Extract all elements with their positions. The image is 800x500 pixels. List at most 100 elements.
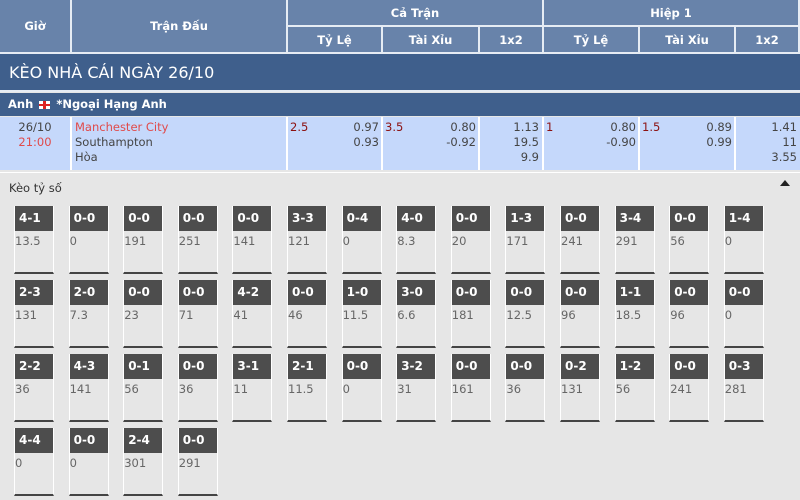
score-odds: 11	[233, 382, 249, 396]
league-row[interactable]: Anh *Ngoại Hạng Anh	[0, 93, 800, 116]
score-card[interactable]: 2-3 131	[14, 280, 54, 348]
score-label: 0-0	[670, 280, 709, 305]
score-card[interactable]: 0-0 161	[450, 354, 491, 422]
ft-handicap[interactable]: 2.5 0.97 0.93	[288, 117, 383, 170]
score-card[interactable]: 1-2 56	[614, 354, 655, 422]
ft-hdp-away[interactable]: 0.93	[353, 135, 379, 149]
collapse-arrow-icon[interactable]	[780, 180, 790, 186]
score-card[interactable]: 0-0 0	[68, 206, 109, 274]
score-odds: 11.5	[288, 382, 314, 396]
score-card[interactable]: 3-4 291	[614, 206, 655, 274]
h1-hdp-away[interactable]: -0.90	[606, 135, 636, 149]
score-label: 0-0	[451, 206, 490, 231]
match-date: 26/10	[18, 120, 52, 134]
ft-hdp-line: 2.5	[290, 120, 309, 134]
h1-1x2[interactable]: 1.41 11 3.55	[736, 117, 800, 170]
score-odds: 46	[288, 308, 303, 322]
ft-1x2-home[interactable]: 1.13	[513, 120, 539, 134]
score-card[interactable]: 0-4 0	[341, 206, 382, 274]
score-card[interactable]: 3-0 6.6	[396, 280, 437, 348]
header-tran-dau: Trận Đấu	[72, 0, 288, 54]
score-card[interactable]: 1-1 18.5	[614, 280, 655, 348]
score-label: 3-2	[397, 354, 436, 379]
score-card[interactable]: 0-0 46	[287, 280, 327, 348]
ft-ou-over[interactable]: 0.80	[450, 120, 476, 134]
ft-over-under[interactable]: 3.5 0.80 -0.92	[383, 117, 480, 170]
score-card[interactable]: 4-2 41	[232, 280, 273, 348]
match-time: 26/10 21:00	[0, 117, 72, 170]
score-card[interactable]: 0-0 36	[177, 354, 218, 422]
ft-ou-under[interactable]: -0.92	[446, 135, 476, 149]
score-card[interactable]: 0-1 56	[123, 354, 164, 422]
h1-1x2-home[interactable]: 1.41	[771, 120, 797, 134]
score-card[interactable]: 4-1 13.5	[14, 206, 54, 274]
score-label: 1-3	[506, 206, 545, 231]
h1-ou-under[interactable]: 0.99	[706, 135, 732, 149]
home-team[interactable]: Manchester City	[75, 120, 169, 134]
score-odds: 171	[506, 234, 529, 248]
score-card[interactable]: 3-1 11	[232, 354, 273, 422]
score-odds: 96	[670, 308, 685, 322]
score-odds: 13.5	[15, 234, 41, 248]
score-card[interactable]: 0-2 131	[560, 354, 600, 422]
score-card[interactable]: 0-0 0	[68, 428, 109, 496]
score-card[interactable]: 0-0 0	[341, 354, 382, 422]
ft-1x2[interactable]: 1.13 19.5 9.9	[480, 117, 544, 170]
score-card[interactable]: 0-3 281	[723, 354, 764, 422]
score-card[interactable]: 0-0 141	[232, 206, 273, 274]
h1-ou-over[interactable]: 0.89	[706, 120, 732, 134]
score-card[interactable]: 2-2 36	[14, 354, 54, 422]
score-odds: 291	[178, 456, 201, 470]
score-card[interactable]: 0-0 12.5	[505, 280, 546, 348]
ft-hdp-home[interactable]: 0.97	[353, 120, 379, 134]
score-odds: 141	[233, 234, 256, 248]
score-card[interactable]: 1-4 0	[723, 206, 764, 274]
score-card[interactable]: 4-3 141	[68, 354, 109, 422]
league-name: *Ngoại Hạng Anh	[56, 97, 167, 111]
score-card[interactable]: 0-0 241	[560, 206, 600, 274]
score-odds: 0	[724, 234, 733, 248]
score-card[interactable]: 0-0 20	[450, 206, 491, 274]
ft-1x2-away[interactable]: 19.5	[513, 135, 539, 149]
h1-hdp-home[interactable]: 0.80	[610, 120, 636, 134]
score-card[interactable]: 0-0 191	[123, 206, 164, 274]
score-label: 4-4	[15, 428, 53, 453]
score-card[interactable]: 0-0 23	[123, 280, 164, 348]
score-card[interactable]: 0-0 71	[177, 280, 218, 348]
score-card[interactable]: 0-0 241	[669, 354, 710, 422]
score-card[interactable]: 3-3 121	[287, 206, 327, 274]
score-label: 0-0	[506, 354, 545, 379]
score-card[interactable]: 2-4 301	[123, 428, 164, 496]
score-odds: 6.6	[397, 308, 416, 322]
score-card[interactable]: 0-0 36	[505, 354, 546, 422]
score-card[interactable]: 0-0 251	[177, 206, 218, 274]
score-card[interactable]: 0-0 96	[669, 280, 710, 348]
score-card[interactable]: 3-2 31	[396, 354, 437, 422]
score-card[interactable]: 4-0 8.3	[396, 206, 437, 274]
score-label: 0-0	[561, 280, 599, 305]
score-card[interactable]: 0-0 0	[723, 280, 764, 348]
score-label: 3-3	[288, 206, 326, 231]
score-card[interactable]: 0-0 96	[560, 280, 600, 348]
score-odds: 241	[561, 234, 583, 248]
h1-1x2-draw[interactable]: 3.55	[771, 150, 797, 164]
score-card[interactable]: 1-3 171	[505, 206, 546, 274]
score-card[interactable]: 2-0 7.3	[68, 280, 109, 348]
score-card[interactable]: 0-0 291	[177, 428, 218, 496]
score-card[interactable]: 4-4 0	[14, 428, 54, 496]
score-odds: 0	[724, 308, 733, 322]
score-odds: 0	[342, 234, 350, 248]
h1-1x2-away[interactable]: 11	[782, 135, 797, 149]
score-card[interactable]: 1-0 11.5	[341, 280, 382, 348]
score-odds: 131	[561, 382, 583, 396]
score-card[interactable]: 0-0 181	[450, 280, 491, 348]
h1-over-under[interactable]: 1.5 0.89 0.99	[640, 117, 736, 170]
score-label: 2-1	[288, 354, 326, 379]
score-card[interactable]: 0-0 56	[669, 206, 710, 274]
match-teams[interactable]: Manchester City Southampton Hòa	[72, 117, 288, 170]
ft-1x2-draw[interactable]: 9.9	[520, 150, 539, 164]
score-odds: 20	[451, 234, 467, 248]
score-card[interactable]: 2-1 11.5	[287, 354, 327, 422]
score-odds: 36	[506, 382, 522, 396]
h1-handicap[interactable]: 1 0.80 -0.90	[544, 117, 640, 170]
